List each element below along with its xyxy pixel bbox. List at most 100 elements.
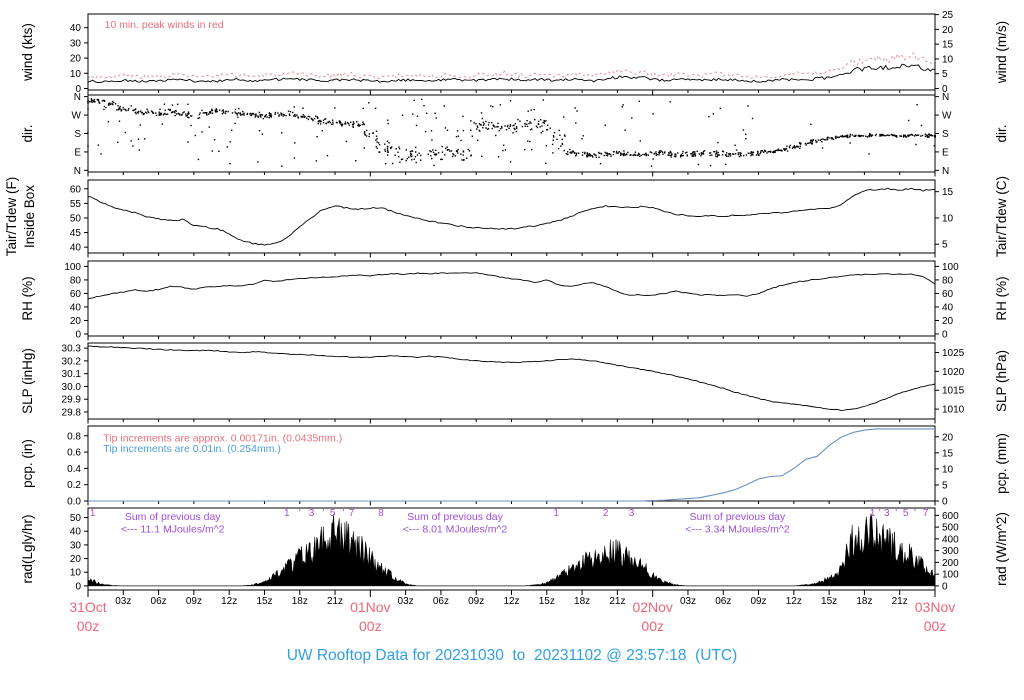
ytick-label-right: 0 (942, 329, 948, 340)
hour-marker: 5 (903, 508, 909, 519)
ytick-label-left: 30.0 (62, 382, 82, 393)
ytick-label-right: 15 (942, 187, 954, 198)
ytick-label-left: 0.2 (67, 480, 81, 491)
day-label: 03Nov (915, 599, 955, 615)
hour-tick-label: 15z (256, 596, 272, 607)
hour-tick-label: 12z (503, 596, 519, 607)
ytick-label-right: S (942, 129, 949, 140)
ytick-label-right: 500 (942, 523, 959, 534)
axis-label-left: RH (%) (20, 276, 35, 320)
ytick-label-left: 45 (70, 228, 82, 239)
hour-marker: 7 (923, 508, 929, 519)
ytick-label-right: 10 (942, 54, 954, 65)
panel-annotation: 10 min. peak winds in red (105, 19, 224, 31)
ytick-label-left: 30.3 (62, 344, 82, 355)
hour-tick-label: 09z (750, 596, 766, 607)
hour-tick-label: 06z (715, 596, 731, 607)
panel-annotation: Sum of previous day (125, 511, 221, 523)
ytick-label-right: N (942, 92, 949, 103)
ytick-label-left: 20 (70, 554, 82, 565)
panel-rh: 0 20 40 60 80 100 0 20 40 60 80 100 RH (%) RH (%) (20, 260, 1009, 341)
ytick-label-left: 40 (70, 23, 82, 34)
ytick-label-left: N (74, 92, 81, 103)
axis-label-right: SLP (hPa) (994, 350, 1009, 412)
hour-tick-label: 21z (892, 596, 908, 607)
hour-marker: ' (895, 508, 897, 519)
ytick-label-left: W (72, 111, 82, 122)
ytick-label-left: 30 (70, 38, 82, 49)
hour-tick-label: 03z (398, 596, 414, 607)
hour-tick-label: 18z (574, 596, 590, 607)
panel-slp: 29.829.9 30.0 30.1 30.230.3 1010 1015 1020 1025… (20, 342, 1009, 424)
panel-temp: 40 45 50 55 60 5 10 15 Tair/Tdew (F) Inside Box Ta… (4, 176, 1009, 258)
hour-tick-label: 03z (680, 596, 696, 607)
axis-label-left: dir. (20, 124, 35, 142)
ytick-label-left: 30.1 (62, 369, 82, 380)
ytick-label-left: 50 (70, 213, 82, 224)
panel-annotation: Sum of previous day (407, 511, 503, 523)
ytick-label-left: 55 (70, 199, 82, 210)
ytick-label-right: W (942, 111, 952, 122)
hour-marker: 7 (349, 508, 355, 519)
ytick-label-left: E (74, 147, 81, 158)
hour-marker: 8 (378, 508, 384, 519)
ytick-label-right: 15 (942, 40, 954, 51)
hour-marker: 5 (330, 508, 336, 519)
ytick-label-left: 30.2 (62, 356, 82, 367)
ytick-label-left: 60 (70, 289, 82, 300)
ytick-label-left: 50 (70, 513, 82, 524)
hour-tick-label: 21z (609, 596, 625, 607)
axis-label-right: dir. (994, 124, 1009, 142)
hour-tick-label: 09z (186, 596, 202, 607)
hour-marker: 1 (553, 508, 559, 519)
ytick-label-right: 25 (942, 10, 954, 21)
hour-tick-label: 18z (292, 596, 308, 607)
ytick-label-right: 15 (942, 448, 954, 459)
axis-label-right: wind (m/s) (994, 21, 1009, 84)
axis-label-right: RH (%) (994, 276, 1009, 320)
hour-marker: ' (342, 508, 344, 519)
ytick-label-left: 10 (70, 69, 82, 80)
axis-label-left: pcp. (in) (20, 439, 35, 488)
ytick-label-left: 0.6 (67, 448, 81, 459)
ytick-label-left: 0 (75, 84, 81, 95)
hour-marker: 3 (884, 508, 890, 519)
ytick-label-right: 0 (942, 497, 948, 508)
hour-marker: ' (322, 508, 324, 519)
hour-marker: 1 (284, 508, 290, 519)
ytick-label-right: 0 (942, 581, 948, 592)
ytick-label-right: 200 (942, 558, 959, 569)
hour-marker: ' (914, 508, 916, 519)
ytick-label-right: 5 (942, 240, 948, 251)
axis-label-left: Tair/Tdew (F) (4, 177, 19, 257)
ytick-label-right: 600 (942, 511, 959, 522)
ytick-label-right: 5 (942, 480, 948, 491)
axis-label-right: rad (W/m^2) (994, 512, 1009, 586)
axis-label-left: rad(Lgly/hr) (20, 514, 35, 583)
ytick-label-right: 20 (942, 25, 954, 36)
ytick-label-left: 100 (64, 262, 81, 273)
axis-label-right: pcp. (mm) (994, 433, 1009, 494)
ytick-label-right: 20 (942, 432, 954, 443)
ytick-label-left: 80 (70, 275, 82, 286)
ytick-label-left: N (74, 166, 81, 177)
day-hour-label: 00z (359, 618, 382, 634)
panel-annotation: Sum of previous day (690, 511, 786, 523)
ytick-label-left: 0.4 (67, 464, 81, 475)
hour-marker: 3 (629, 508, 635, 519)
ytick-label-left: 30 (70, 540, 82, 551)
panel-wind: 0 10 20 30 40 0 5 10 15 20 25 10 min. peak winds in… (20, 10, 1009, 95)
hour-marker: 1 (90, 508, 96, 519)
hour-tick-label: 03z (115, 596, 131, 607)
hour-tick-label: 21z (327, 596, 343, 607)
ytick-label-left: 29.8 (62, 407, 82, 418)
ytick-label-right: 60 (942, 289, 954, 300)
axis-label-left: wind (kts) (20, 23, 35, 82)
day-label: 01Nov (350, 599, 390, 615)
ytick-label-left: 40 (70, 302, 82, 313)
axis-label-left: Inside Box (22, 185, 37, 248)
ytick-label-left: 40 (70, 527, 82, 538)
